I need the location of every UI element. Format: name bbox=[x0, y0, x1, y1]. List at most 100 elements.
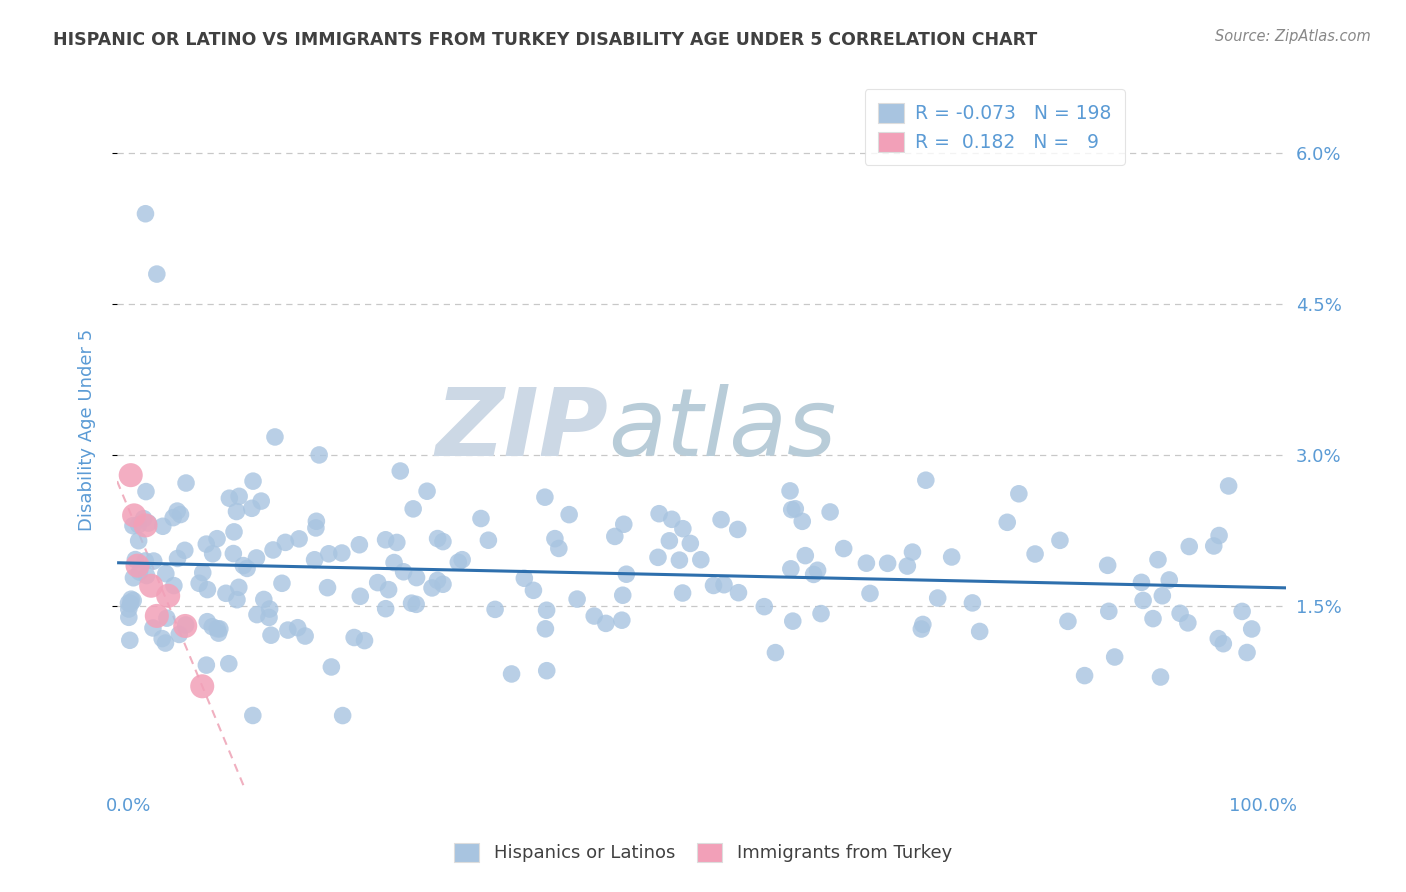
Point bbox=[138, 516, 160, 530]
Point bbox=[389, 464, 412, 478]
Point bbox=[232, 558, 254, 573]
Point bbox=[1159, 573, 1181, 587]
Point bbox=[152, 519, 174, 533]
Point bbox=[832, 541, 855, 556]
Point bbox=[1132, 593, 1154, 607]
Point bbox=[1212, 637, 1234, 651]
Point bbox=[174, 476, 197, 491]
Point bbox=[120, 468, 142, 483]
Point bbox=[262, 543, 284, 558]
Point bbox=[188, 576, 211, 591]
Legend: R = -0.073   N = 198, R =  0.182   N =   9: R = -0.073 N = 198, R = 0.182 N = 9 bbox=[865, 89, 1125, 165]
Point bbox=[253, 592, 276, 607]
Point bbox=[547, 541, 569, 556]
Point bbox=[195, 615, 218, 629]
Point bbox=[195, 658, 218, 673]
Point bbox=[501, 667, 523, 681]
Point bbox=[803, 567, 825, 582]
Point bbox=[127, 558, 149, 573]
Point bbox=[122, 571, 145, 585]
Point bbox=[392, 565, 415, 579]
Point bbox=[1024, 547, 1046, 561]
Point bbox=[385, 535, 408, 549]
Point bbox=[995, 516, 1018, 530]
Point bbox=[534, 622, 557, 636]
Point bbox=[416, 484, 439, 499]
Point bbox=[305, 521, 328, 535]
Point bbox=[367, 575, 389, 590]
Point bbox=[1008, 487, 1031, 501]
Point bbox=[513, 571, 536, 585]
Point bbox=[794, 549, 817, 563]
Point bbox=[169, 508, 191, 522]
Point bbox=[124, 552, 146, 566]
Point bbox=[911, 617, 934, 632]
Point bbox=[228, 580, 250, 594]
Point bbox=[672, 522, 695, 536]
Point bbox=[277, 623, 299, 637]
Point bbox=[477, 533, 499, 548]
Point bbox=[713, 578, 735, 592]
Point bbox=[236, 561, 259, 575]
Point bbox=[122, 518, 145, 533]
Point bbox=[288, 532, 311, 546]
Point bbox=[1240, 622, 1263, 636]
Point bbox=[610, 613, 633, 627]
Point bbox=[146, 608, 169, 623]
Point bbox=[155, 636, 177, 650]
Point bbox=[201, 547, 224, 561]
Point bbox=[308, 448, 330, 462]
Point bbox=[405, 598, 427, 612]
Point bbox=[155, 566, 177, 581]
Point bbox=[668, 553, 690, 567]
Point bbox=[128, 533, 150, 548]
Point bbox=[810, 607, 832, 621]
Point bbox=[222, 524, 245, 539]
Point bbox=[150, 632, 173, 646]
Point bbox=[962, 596, 984, 610]
Point bbox=[432, 577, 454, 591]
Point bbox=[374, 533, 396, 547]
Point bbox=[257, 610, 280, 624]
Point bbox=[208, 622, 231, 636]
Point bbox=[134, 518, 156, 533]
Point bbox=[969, 624, 991, 639]
Point bbox=[118, 610, 141, 624]
Point bbox=[120, 592, 142, 607]
Point bbox=[648, 507, 671, 521]
Point bbox=[941, 549, 963, 564]
Point bbox=[470, 511, 492, 525]
Point bbox=[818, 505, 841, 519]
Point bbox=[426, 532, 449, 546]
Point bbox=[122, 593, 145, 607]
Point bbox=[401, 596, 423, 610]
Point bbox=[332, 708, 354, 723]
Point bbox=[855, 556, 877, 570]
Point bbox=[163, 578, 186, 592]
Point bbox=[250, 494, 273, 508]
Legend: Hispanics or Latinos, Immigrants from Turkey: Hispanics or Latinos, Immigrants from Tu… bbox=[447, 836, 959, 870]
Point bbox=[612, 588, 634, 602]
Point bbox=[613, 517, 636, 532]
Point bbox=[405, 571, 427, 585]
Text: ZIP: ZIP bbox=[436, 384, 609, 476]
Point bbox=[318, 547, 340, 561]
Point bbox=[271, 576, 294, 591]
Point bbox=[207, 626, 229, 640]
Point bbox=[201, 620, 224, 634]
Point bbox=[226, 592, 249, 607]
Point bbox=[305, 514, 328, 528]
Point bbox=[536, 603, 558, 617]
Point bbox=[595, 616, 617, 631]
Point bbox=[242, 708, 264, 723]
Point bbox=[242, 474, 264, 488]
Point bbox=[245, 550, 267, 565]
Point bbox=[142, 621, 165, 635]
Point bbox=[118, 633, 141, 648]
Point bbox=[134, 554, 156, 568]
Point bbox=[558, 508, 581, 522]
Point bbox=[859, 586, 882, 600]
Point bbox=[117, 596, 139, 610]
Point bbox=[583, 609, 606, 624]
Point bbox=[259, 602, 281, 616]
